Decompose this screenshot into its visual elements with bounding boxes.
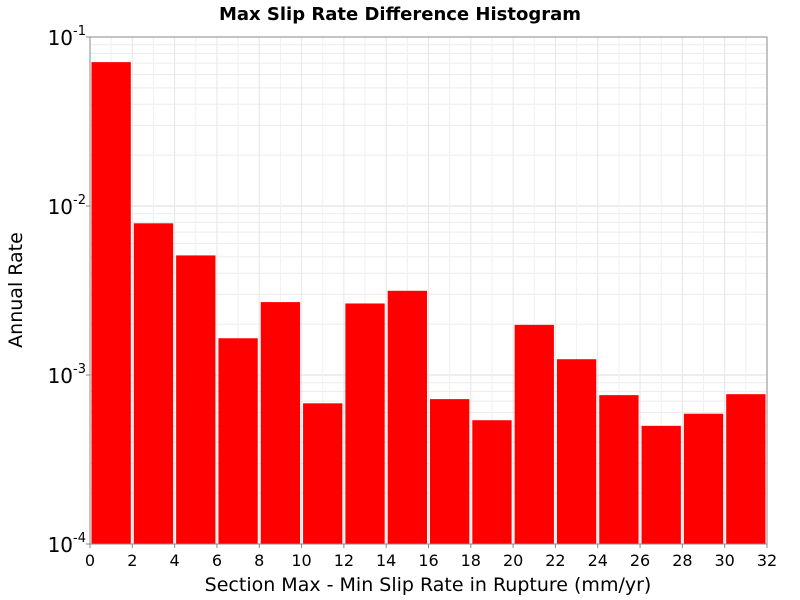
histogram-bar xyxy=(218,338,258,544)
x-axis-label: Section Max - Min Slip Rate in Rupture (… xyxy=(205,574,652,596)
histogram-bar xyxy=(641,425,681,544)
histogram-bar xyxy=(472,420,512,544)
histogram-bar xyxy=(430,399,470,544)
x-tick-label: 28 xyxy=(672,551,692,570)
bars xyxy=(91,62,766,545)
histogram-bar xyxy=(260,302,301,544)
y-axis-ticks: 10-4 10-3 10-2 10-1 xyxy=(48,24,90,557)
x-tick-label: 16 xyxy=(418,551,438,570)
y-tick-label: 10-1 xyxy=(48,24,86,50)
histogram-bar xyxy=(387,290,427,544)
histogram-bar xyxy=(176,255,216,544)
x-tick-label: 10 xyxy=(291,551,311,570)
y-tick-label: 10-2 xyxy=(48,193,86,219)
x-tick-label: 14 xyxy=(376,551,396,570)
y-axis-label: Annual Rate xyxy=(5,232,27,348)
x-tick-label: 26 xyxy=(630,551,650,570)
x-tick-label: 30 xyxy=(715,551,735,570)
x-axis-ticks: 0 2 4 6 8 10 12 14 16 18 20 22 24 26 28 30 32 xyxy=(85,544,777,570)
histogram-bar xyxy=(599,395,639,544)
histogram-bar xyxy=(345,303,385,544)
x-tick-label: 0 xyxy=(85,551,95,570)
x-tick-label: 32 xyxy=(757,551,777,570)
x-tick-label: 20 xyxy=(503,551,523,570)
histogram-bar xyxy=(303,403,343,544)
x-tick-label: 6 xyxy=(212,551,222,570)
histogram-bar xyxy=(726,394,766,544)
x-tick-label: 24 xyxy=(588,551,608,570)
histogram-bar xyxy=(133,223,174,544)
x-tick-label: 12 xyxy=(334,551,354,570)
y-tick-label: 10-3 xyxy=(48,362,86,388)
x-tick-label: 4 xyxy=(170,551,180,570)
x-tick-label: 22 xyxy=(545,551,565,570)
histogram-bar xyxy=(91,62,131,545)
x-tick-label: 2 xyxy=(127,551,137,570)
histogram-bar xyxy=(556,359,597,544)
histogram-bar xyxy=(683,413,724,544)
y-tick-label: 10-4 xyxy=(48,531,86,557)
chart-title: Max Slip Rate Difference Histogram xyxy=(219,4,581,25)
x-tick-label: 18 xyxy=(461,551,481,570)
histogram-bar xyxy=(514,324,554,544)
x-tick-label: 8 xyxy=(254,551,264,570)
